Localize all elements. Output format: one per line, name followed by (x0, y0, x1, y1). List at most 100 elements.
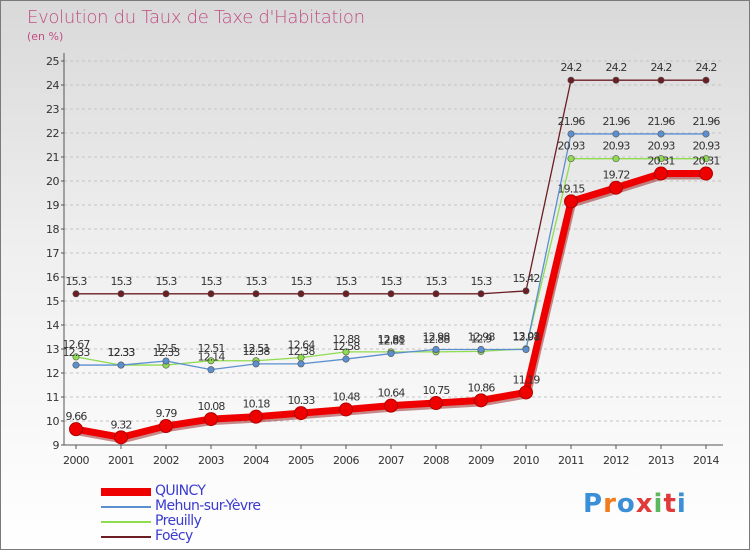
point-mehun-sur-y-vre-2010 (522, 345, 530, 353)
point-quincy-2001 (114, 430, 128, 445)
ytick-label-23: 23 (46, 103, 59, 116)
legend-swatch-mehun (101, 506, 151, 508)
data-label-fo-cy-2005: 15.3 (291, 275, 313, 288)
data-label-fo-cy-2000: 15.3 (66, 275, 88, 288)
logo-letter: x (635, 489, 654, 519)
point-fo-cy-2000 (72, 290, 80, 298)
data-label-preuilly-2003: 12.51 (198, 342, 225, 355)
data-label-fo-cy-2014: 24.2 (696, 61, 717, 74)
point-quincy-2007 (384, 398, 398, 413)
data-label-mehun-sur-y-vre-2006: 12.58 (333, 340, 361, 353)
grid (64, 60, 723, 422)
legend-item-quincy: QUINCY (101, 483, 361, 500)
ytick-label-21: 21 (46, 151, 59, 164)
data-label-fo-cy-2007: 15.3 (381, 275, 403, 288)
data-label-fo-cy-2006: 15.3 (336, 275, 358, 288)
ytick-label-15: 15 (46, 295, 59, 308)
axes: 9 10 11 12 13 14 15 16 17 18 19 20 21 22 23 24 25 2000 200… (46, 53, 723, 467)
point-fo-cy-2010 (522, 287, 530, 295)
legend-swatch-preuilly (101, 521, 151, 523)
point-quincy-2006 (339, 402, 353, 417)
data-label-mehun-sur-y-vre-2008: 12.98 (423, 330, 451, 343)
ytick-label-12: 12 (46, 367, 59, 380)
point-mehun-sur-y-vre-2012 (612, 130, 620, 138)
ytick-label-13: 13 (46, 343, 59, 356)
legend-swatch-foecy (101, 536, 151, 538)
point-quincy-2012 (609, 180, 623, 195)
point-preuilly-2003 (207, 357, 215, 365)
ytick-label-19: 19 (46, 199, 59, 212)
data-label-quincy-2005: 10.33 (288, 394, 316, 407)
data-label-fo-cy-2011: 24.2 (561, 61, 582, 74)
point-mehun-sur-y-vre-2000 (72, 361, 80, 369)
data-label-quincy-2012: 19.72 (603, 169, 630, 182)
point-fo-cy-2009 (477, 290, 485, 298)
point-fo-cy-2001 (117, 290, 125, 298)
data-label-preuilly-2004: 12.51 (243, 342, 270, 355)
data-label-preuilly-2011: 20.93 (558, 140, 586, 153)
point-preuilly-2011 (567, 155, 575, 163)
data-label-quincy-2007: 10.64 (378, 387, 406, 400)
logo-letter: t (663, 489, 677, 519)
data-label-quincy-2008: 10.75 (423, 384, 451, 397)
data-labels: 15.3 15.3 15.3 15.3 15.3 15.3 15.3 15.3 15.3 15.3… (63, 61, 722, 431)
legend-item-foecy: Foëcy (101, 528, 361, 545)
data-label-preuilly-2006: 12.88 (333, 333, 361, 346)
data-label-preuilly-2010: 13.01 (513, 330, 540, 343)
xtick-label-2001: 2001 (108, 454, 134, 467)
xtick-label-2006: 2006 (333, 454, 359, 467)
legend-label-foecy: Foëcy (155, 528, 193, 544)
point-fo-cy-2002 (162, 290, 170, 298)
data-label-quincy-2003: 10.08 (198, 400, 226, 413)
data-label-quincy-2009: 10.86 (468, 381, 496, 394)
data-label-mehun-sur-y-vre-2011: 21.96 (558, 115, 586, 128)
ytick-label-17: 17 (46, 247, 59, 260)
point-preuilly-2012 (612, 155, 620, 163)
xtick-label-2014: 2014 (693, 454, 719, 467)
legend-swatch-quincy (101, 488, 151, 496)
point-quincy-2003 (204, 412, 218, 427)
point-preuilly-2006 (342, 348, 350, 356)
point-fo-cy-2008 (432, 290, 440, 298)
xtick-label-2007: 2007 (378, 454, 404, 467)
ytick-label-18: 18 (46, 223, 59, 236)
point-quincy-2008 (429, 396, 443, 410)
data-label-mehun-sur-y-vre-2009: 12.98 (468, 330, 496, 343)
xtick-label-2011: 2011 (558, 454, 584, 467)
data-label-fo-cy-2002: 15.3 (156, 275, 178, 288)
logo-letter: i (676, 489, 687, 519)
ytick-label-24: 24 (46, 79, 59, 92)
point-mehun-sur-y-vre-2002 (162, 357, 170, 365)
legend-item-preuilly: Preuilly (101, 513, 361, 530)
data-label-fo-cy-2004: 15.3 (246, 275, 268, 288)
data-label-mehun-sur-y-vre-2003: 12.14 (198, 351, 226, 364)
data-label-fo-cy-2008: 15.3 (426, 275, 448, 288)
point-quincy-2011 (564, 194, 578, 209)
point-fo-cy-2003 (207, 290, 215, 298)
xtick-label-2012: 2012 (603, 454, 629, 467)
point-quincy-2004 (249, 409, 263, 424)
point-mehun-sur-y-vre-2004 (252, 360, 260, 368)
xtick-label-2004: 2004 (243, 454, 269, 467)
point-preuilly-2000 (72, 353, 80, 361)
point-fo-cy-2011 (567, 76, 575, 84)
logo-letter: o (616, 489, 636, 519)
data-label-mehun-sur-y-vre-2013: 21.96 (648, 115, 676, 128)
data-label-mehun-sur-y-vre-2002: 12.5 (156, 342, 178, 355)
data-label-preuilly-2001: 12.33 (108, 346, 136, 359)
data-label-fo-cy-2013: 24.2 (651, 61, 672, 74)
data-label-preuilly-2007: 12.88 (378, 333, 406, 346)
logo-letter: r (603, 489, 617, 519)
data-label-preuilly-2000: 12.67 (63, 338, 91, 351)
legend-label-preuilly: Preuilly (155, 513, 202, 529)
ytick-label-22: 22 (46, 127, 59, 140)
data-label-preuilly-2012: 20.93 (603, 140, 631, 153)
data-label-preuilly-2008: 12.88 (423, 333, 451, 346)
point-quincy-2013 (654, 166, 668, 181)
logo-letter: i (653, 489, 664, 519)
point-quincy-2002 (159, 419, 173, 434)
data-label-mehun-sur-y-vre-2014: 21.96 (693, 115, 721, 128)
data-label-fo-cy-2012: 24.2 (606, 61, 627, 74)
point-mehun-sur-y-vre-2011 (567, 130, 575, 138)
